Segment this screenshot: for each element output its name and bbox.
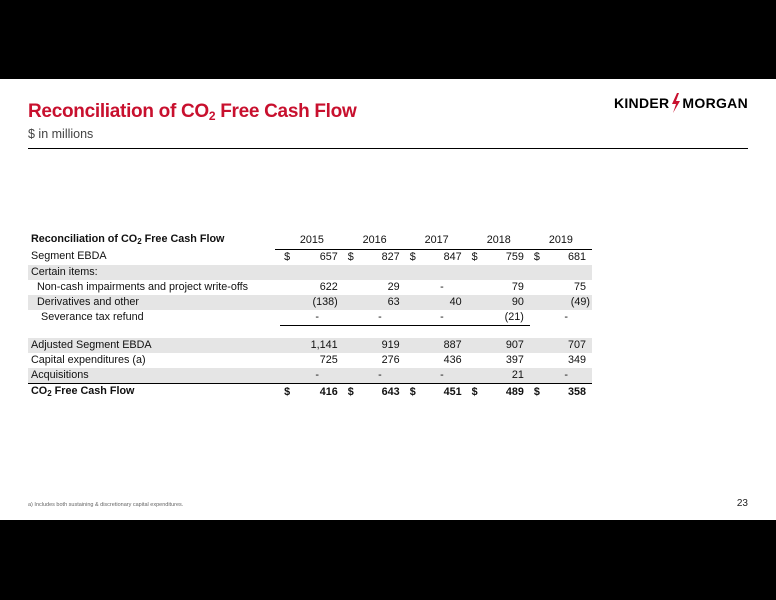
page-subtitle: $ in millions (28, 127, 94, 141)
year-header: 2015 (280, 232, 344, 250)
table-header-label: Reconciliation of CO2 Free Cash Flow (31, 233, 225, 246)
table-row: Certain items: (28, 264, 592, 280)
table-row: Acquisitions - - - 21 - (28, 367, 592, 383)
total-label: CO2 Free Cash Flow (28, 382, 276, 401)
table-row: Non-cash impairments and project write-o… (37, 280, 586, 293)
year-header: 2018 (467, 232, 530, 250)
page-number: 23 (736, 498, 748, 509)
table-header-row: Reconciliation of CO2 Free Cash Flow 201… (28, 232, 592, 250)
table-row: Adjusted Segment EBDA 1,141 919 887 907 … (28, 337, 592, 353)
table-row: Severance tax refund - - - (21) - (28, 309, 592, 326)
year-header: 2016 (343, 232, 406, 250)
table-spacer (28, 325, 592, 338)
slide: Reconciliation of CO2 Free Cash Flow $ i… (0, 79, 776, 520)
table-row-total: CO2 Free Cash Flow $416 $643 $451 $489 $… (28, 382, 592, 401)
lightning-bolt-icon (672, 93, 681, 113)
table-row: Segment EBDA $657 $827 $847 $759 $681 (31, 250, 586, 263)
year-header: 2017 (405, 232, 468, 250)
year-header: 2019 (529, 232, 592, 250)
footnote: a) Includes both sustaining & discretion… (28, 502, 184, 508)
table-row: Derivatives and other (138) 63 40 90 (49… (28, 294, 592, 310)
page-title: Reconciliation of CO2 Free Cash Flow (28, 101, 357, 123)
header-divider (28, 148, 748, 149)
kinder-morgan-logo: KINDER MORGAN (613, 93, 748, 113)
free-cash-flow-table: Reconciliation of CO2 Free Cash Flow 201… (28, 232, 592, 401)
table-row: Capital expenditures (a) 725 276 436 397… (31, 353, 586, 366)
